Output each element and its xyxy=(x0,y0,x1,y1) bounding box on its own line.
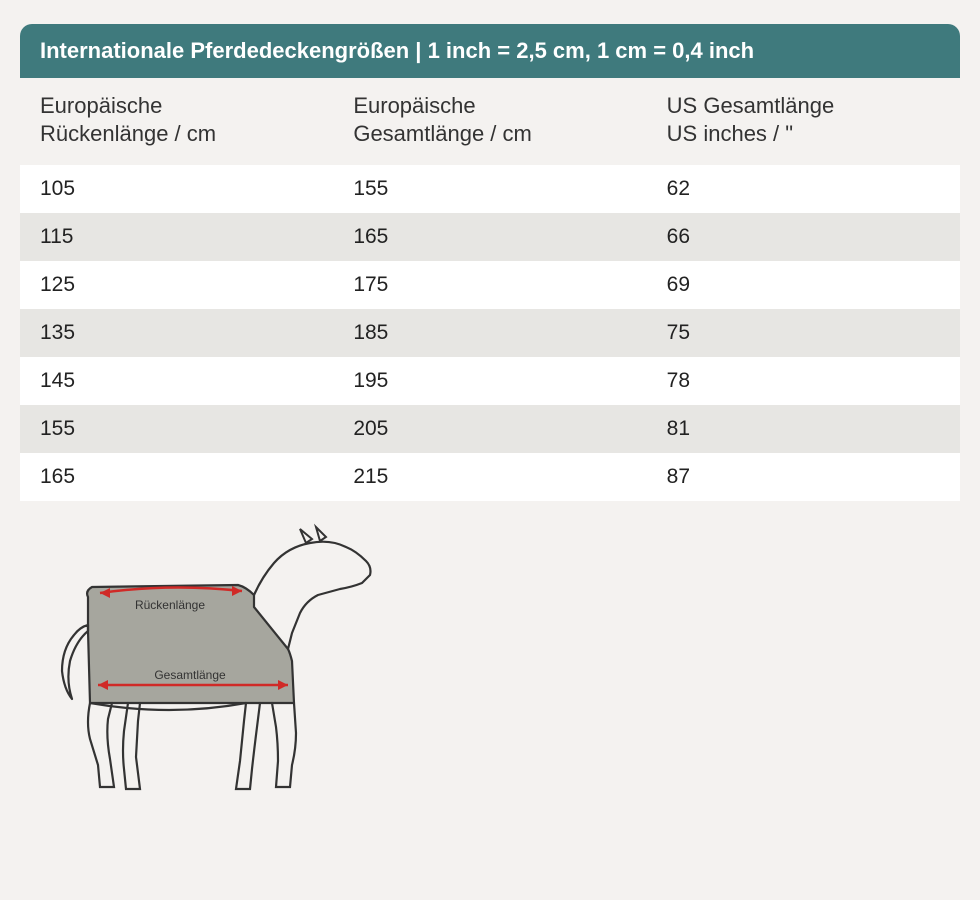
table-cell: 69 xyxy=(647,261,960,309)
table-cell: 195 xyxy=(333,357,646,405)
col-header-1-line2: Gesamtlänge / cm xyxy=(353,121,532,146)
table-cell: 105 xyxy=(20,165,333,213)
ear-2 xyxy=(316,527,326,541)
table-cell: 66 xyxy=(647,213,960,261)
table-cell: 75 xyxy=(647,309,960,357)
table-cell: 125 xyxy=(20,261,333,309)
table-cell: 115 xyxy=(20,213,333,261)
table-row: 12517569 xyxy=(20,261,960,309)
table-cell: 175 xyxy=(333,261,646,309)
table-body: 1051556211516566125175691351857514519578… xyxy=(20,165,960,501)
table-row: 10515562 xyxy=(20,165,960,213)
table-cell: 62 xyxy=(647,165,960,213)
title-bar: Internationale Pferdedeckengrößen | 1 in… xyxy=(20,24,960,78)
table-cell: 165 xyxy=(20,453,333,501)
table-cell: 155 xyxy=(333,165,646,213)
rueckenlaenge-label: Rückenlänge xyxy=(135,598,205,612)
table-row: 13518575 xyxy=(20,309,960,357)
col-header-0: Europäische Rückenlänge / cm xyxy=(20,78,333,165)
table-row: 16521587 xyxy=(20,453,960,501)
hind-leg-left xyxy=(123,703,140,789)
tail-outline xyxy=(62,625,88,699)
table-cell: 205 xyxy=(333,405,646,453)
table-cell: 135 xyxy=(20,309,333,357)
ear-1 xyxy=(300,529,312,543)
hind-leg-right xyxy=(88,703,114,787)
horse-svg: Rückenlänge Gesamtlänge xyxy=(50,521,410,801)
gesamtlaenge-label: Gesamtlänge xyxy=(154,668,226,682)
front-leg-right xyxy=(272,703,296,787)
col-header-1: Europäische Gesamtlänge / cm xyxy=(333,78,646,165)
col-header-2-line2: US inches / " xyxy=(667,121,793,146)
page-title: Internationale Pferdedeckengrößen | 1 in… xyxy=(40,38,754,63)
table-row: 11516566 xyxy=(20,213,960,261)
col-header-0-line1: Europäische xyxy=(40,93,162,118)
col-header-2-line1: US Gesamtlänge xyxy=(667,93,835,118)
table-cell: 185 xyxy=(333,309,646,357)
table-row: 15520581 xyxy=(20,405,960,453)
table-cell: 155 xyxy=(20,405,333,453)
col-header-0-line2: Rückenlänge / cm xyxy=(40,121,216,146)
table-cell: 215 xyxy=(333,453,646,501)
col-header-1-line1: Europäische xyxy=(353,93,475,118)
table-cell: 165 xyxy=(333,213,646,261)
table-header-row: Europäische Rückenlänge / cm Europäische… xyxy=(20,78,960,165)
horse-diagram: Rückenlänge Gesamtlänge xyxy=(20,521,960,801)
table-cell: 78 xyxy=(647,357,960,405)
front-leg-left xyxy=(236,703,260,789)
col-header-2: US Gesamtlänge US inches / " xyxy=(647,78,960,165)
table-cell: 145 xyxy=(20,357,333,405)
size-table: Europäische Rückenlänge / cm Europäische… xyxy=(20,78,960,501)
table-cell: 81 xyxy=(647,405,960,453)
table-cell: 87 xyxy=(647,453,960,501)
table-row: 14519578 xyxy=(20,357,960,405)
